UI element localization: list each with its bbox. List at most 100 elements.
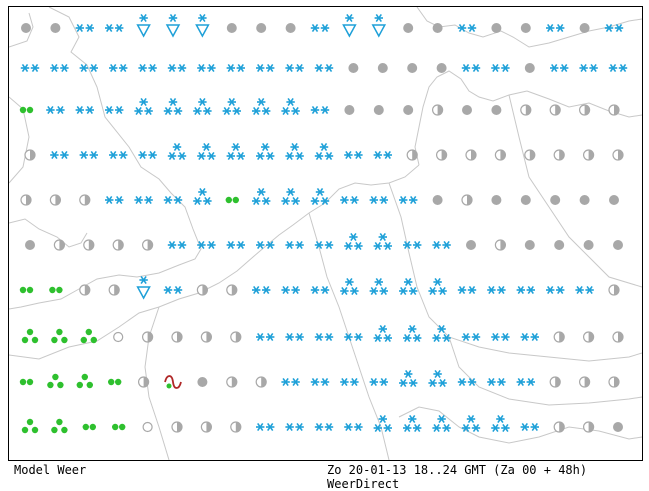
light-snow-icon [314,240,334,250]
light-snow-icon [197,63,216,73]
light-snow-icon [604,23,624,33]
partly-cloudy-icon [171,331,183,343]
light-snow-icon [314,63,334,73]
partly-cloudy-icon [494,239,506,251]
baltic-coastline [526,90,642,118]
snow-shower-icon [165,13,181,38]
light-snow-icon [403,240,422,250]
partly-cloudy-icon [494,149,506,161]
overcast-icon [373,105,384,115]
light-snow-icon [256,63,275,73]
partly-cloudy-icon [255,376,267,388]
partly-cloudy-icon [612,331,624,343]
light-snow-icon [310,105,330,115]
overcast-icon [403,23,414,33]
moderate-snow-icon [491,414,510,433]
overcast-icon [256,23,267,33]
light-snow-icon [281,285,300,295]
partly-cloudy-icon [553,421,565,433]
light-snow-icon [109,63,128,73]
valid-time-label: Zo 20-01-13 18..24 GMT (Za 00 + 48h) [327,463,588,477]
partly-cloudy-icon [524,149,536,161]
light-snow-icon [138,150,157,160]
partly-cloudy-icon [465,149,477,161]
light-snow-icon [516,285,535,295]
overcast-icon [524,63,535,73]
moderate-snow-icon [403,324,422,343]
moderate-snow-icon [193,187,212,206]
overcast-icon [25,240,35,250]
light-snow-icon [197,240,216,250]
light-snow-icon [167,240,187,250]
moderate-snow-icon [399,277,418,296]
overcast-icon [197,377,208,387]
moderate-snow-icon [373,414,392,433]
overcast-icon [432,195,443,205]
partly-cloudy-icon [549,376,561,388]
overcast-icon [462,105,472,115]
overcast-icon [403,105,414,115]
border-line-4 [508,94,642,288]
light-snow-icon [50,150,69,160]
scandinavia-coastline [416,7,642,48]
partly-cloudy-icon [79,194,91,206]
partly-cloudy-icon [436,149,448,161]
light-rain-icon [49,286,63,294]
light-rain-icon [225,196,239,204]
border-line-3 [448,336,642,406]
overcast-icon [407,63,418,73]
partly-cloudy-icon [142,239,154,251]
overcast-icon [520,195,531,205]
light-snow-icon [575,285,594,295]
light-snow-icon [487,285,506,295]
moderate-snow-icon [163,97,183,116]
light-snow-icon [105,105,124,115]
med-coastline [398,406,642,444]
overcast-icon [491,105,502,115]
moderate-snow-icon [285,142,304,161]
partly-cloudy-icon [230,421,242,433]
partly-cloudy-icon [608,284,620,296]
partly-cloudy-icon [200,421,212,433]
moderate-snow-icon [403,414,422,433]
partly-cloudy-icon [83,239,95,251]
light-snow-icon [340,377,359,387]
weather-map [8,6,643,461]
clear-icon [142,421,153,433]
coastline-layer [9,7,642,460]
britain-coastline [9,7,202,310]
partly-cloudy-icon [108,284,120,296]
overcast-icon [50,23,61,33]
source-label: WeerDirect [327,477,400,491]
light-snow-icon [252,285,271,295]
light-snow-icon [163,285,183,295]
moderate-snow-icon [461,414,481,433]
partly-cloudy-icon [406,149,418,161]
weather-symbols-layer [19,13,628,434]
light-snow-icon [344,332,363,342]
overcast-icon [579,195,590,205]
partly-cloudy-icon [138,376,150,388]
moderate-snow-icon [314,142,334,161]
moderate-snow-icon [252,187,271,206]
overcast-icon [583,240,594,250]
moderate-snow-icon [222,97,241,116]
light-snow-icon [109,150,128,160]
light-snow-icon [461,63,481,73]
light-snow-icon [520,422,539,432]
light-rain-icon [82,423,97,431]
overcast-icon [491,195,502,205]
partly-cloudy-icon [230,331,242,343]
partly-cloudy-icon [553,331,565,343]
partly-cloudy-icon [53,239,66,251]
fog-icon [164,375,182,389]
light-snow-icon [457,285,477,295]
overcast-icon [226,23,237,33]
partly-cloudy-icon [79,284,91,296]
overcast-icon [524,240,535,250]
light-snow-icon [138,63,157,73]
overcast-icon [613,422,623,432]
light-snow-icon [134,195,153,205]
partly-cloudy-icon [553,149,565,161]
partly-cloudy-icon [461,194,473,206]
